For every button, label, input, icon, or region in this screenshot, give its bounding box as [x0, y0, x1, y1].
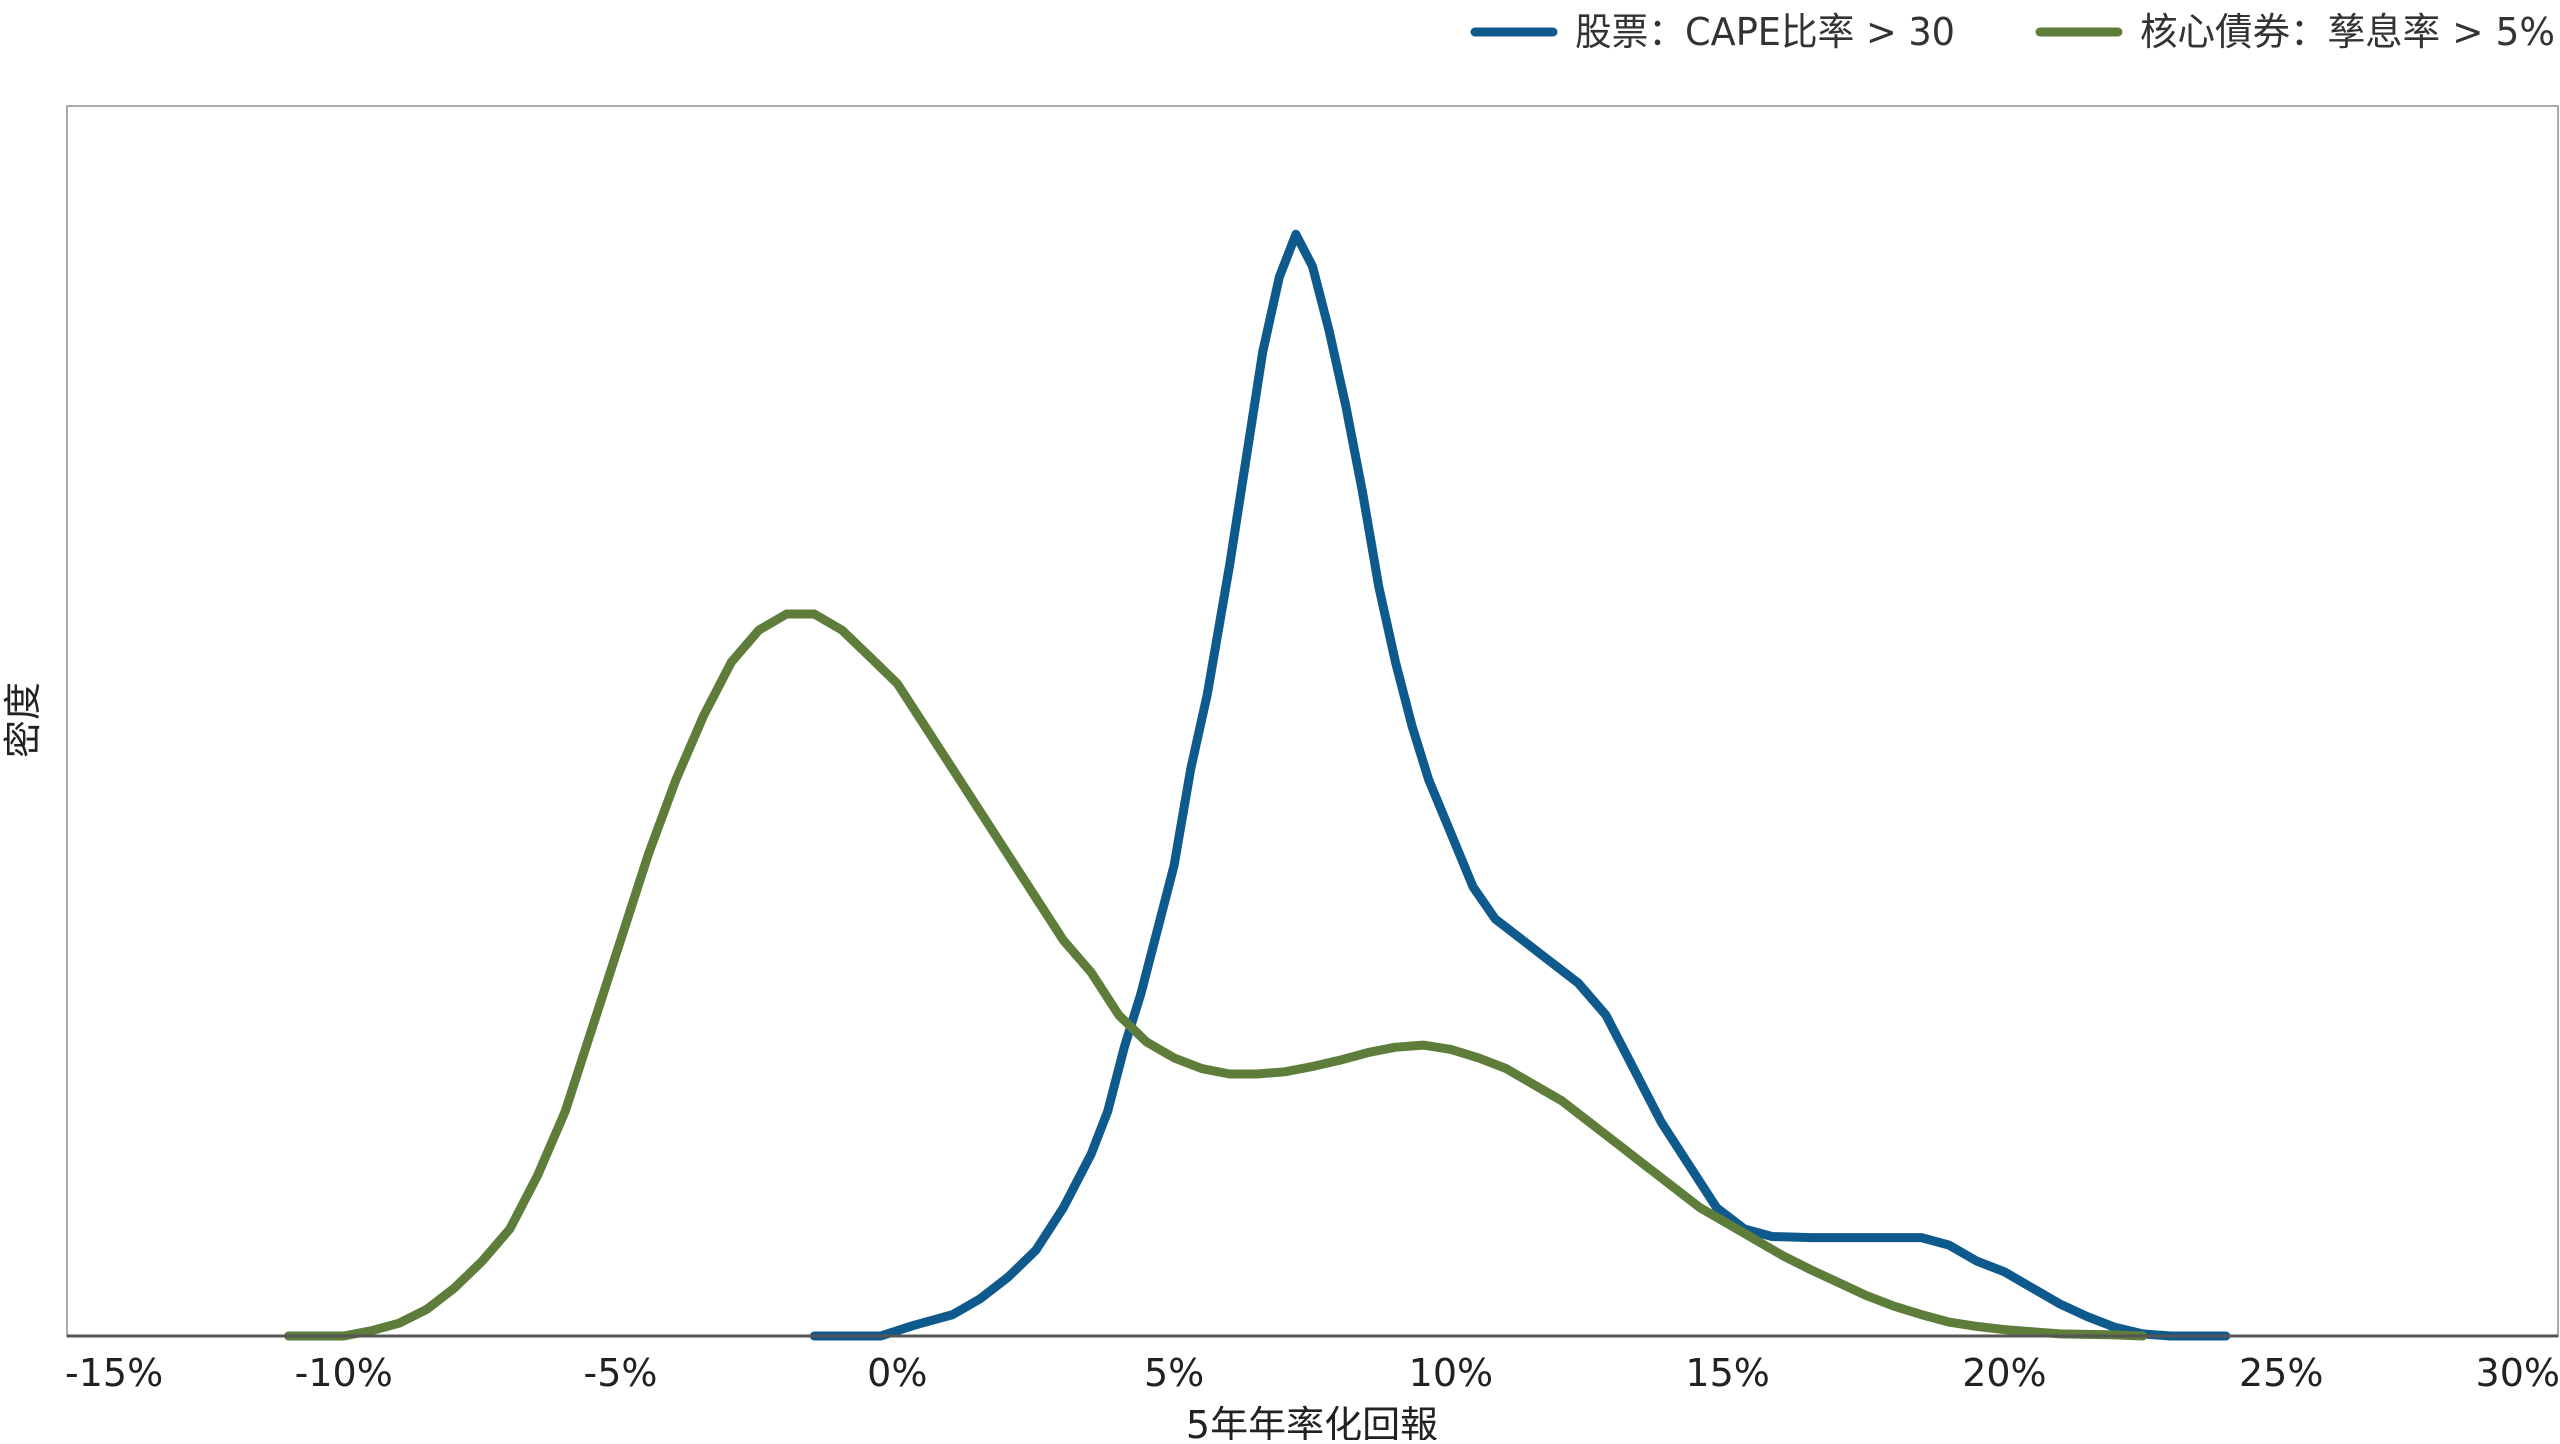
- x-tick-label: 10%: [1409, 1351, 1493, 1395]
- legend-label-stocks: 股票：CAPE比率 > 30: [1575, 10, 1955, 54]
- x-tick-label: 25%: [2239, 1351, 2323, 1395]
- x-tick-label: -5%: [584, 1351, 658, 1395]
- y-axis-label: 密度: [1, 682, 45, 758]
- x-tick-label: 5%: [1144, 1351, 1204, 1395]
- x-tick-label: -15%: [65, 1351, 163, 1395]
- x-tick-label: 0%: [867, 1351, 927, 1395]
- x-tick-label: 30%: [2476, 1351, 2560, 1395]
- legend-label-bonds: 核心債券：孳息率 > 5%: [2140, 10, 2555, 54]
- series-layer: [283, 229, 2231, 1341]
- x-axis-label: 5年年率化回報: [1186, 1403, 1438, 1440]
- x-tick-label: 20%: [1962, 1351, 2046, 1395]
- plot-frame: [66, 105, 2559, 1337]
- series-line-stocks: [809, 229, 2231, 1341]
- x-tick-label: -10%: [295, 1351, 393, 1395]
- x-tick-label: 15%: [1685, 1351, 1769, 1395]
- x-axis-ticks: -15% -10% -5% 0% 5% 10% 15% 20% 25% 30%: [65, 1351, 2560, 1395]
- legend: 股票：CAPE比率 > 30 核心債券：孳息率 > 5%: [1470, 10, 2555, 54]
- series-line-bonds: [283, 609, 2148, 1341]
